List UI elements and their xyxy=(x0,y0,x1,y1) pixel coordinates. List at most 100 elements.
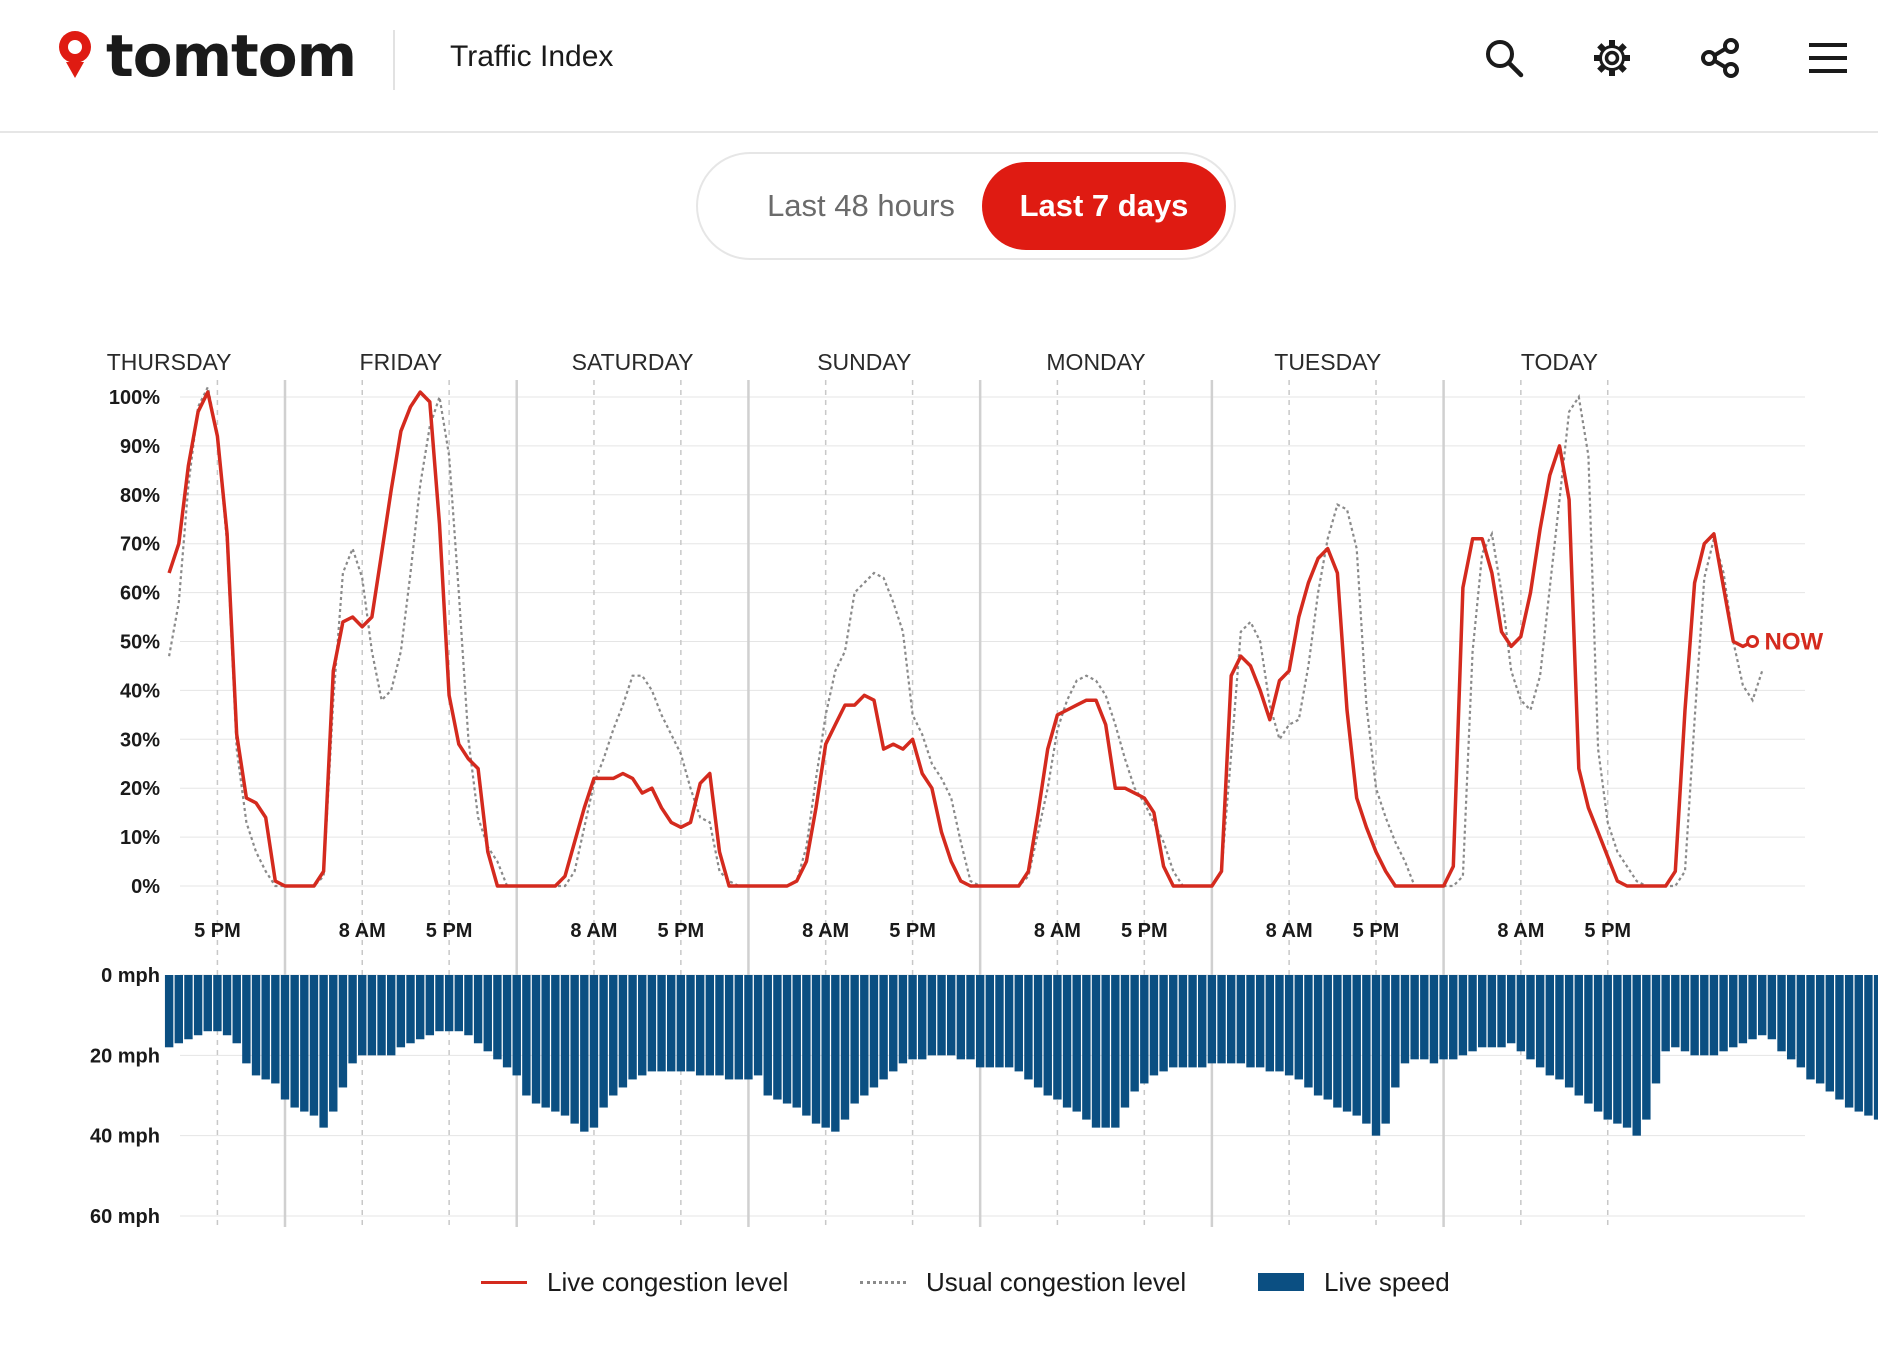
speed-bar xyxy=(512,975,521,1076)
speed-bar xyxy=(174,975,183,1044)
speed-bar xyxy=(396,975,406,1048)
speed-bar xyxy=(551,975,560,1112)
speed-bar xyxy=(1555,975,1564,1080)
x-tick-label: 8 AM xyxy=(570,920,617,942)
speed-bar xyxy=(1458,975,1468,1056)
speed-bar xyxy=(1873,975,1878,1120)
speed-bar xyxy=(348,975,357,1064)
speed-bar xyxy=(609,975,618,1096)
speed-bar xyxy=(203,975,212,1032)
speed-bar xyxy=(1149,975,1159,1076)
x-tick-label: 8 AM xyxy=(1266,920,1313,942)
speed-bar xyxy=(1516,975,1526,1052)
speed-bar xyxy=(1584,975,1593,1104)
live-congestion-line xyxy=(167,390,1754,888)
speed-bar xyxy=(1506,975,1516,1044)
speed-bar xyxy=(1198,975,1207,1068)
speed-bar xyxy=(889,975,898,1072)
speed-bar xyxy=(242,975,251,1064)
speed-bar xyxy=(1352,975,1361,1116)
speed-bar xyxy=(995,975,1004,1068)
speed-bar xyxy=(1159,975,1168,1072)
speed-bar xyxy=(1362,975,1371,1124)
speed-bar xyxy=(473,975,483,1044)
speed-bar xyxy=(1786,975,1796,1060)
last-7-days-button[interactable]: Last 7 days xyxy=(982,162,1226,250)
day-label: TUESDAY xyxy=(1274,349,1381,375)
speed-bar xyxy=(1449,975,1458,1060)
x-tick-label: 5 PM xyxy=(1121,920,1168,942)
speed-bar xyxy=(290,975,299,1108)
speed-bar xyxy=(1487,975,1497,1048)
speed-bar xyxy=(1265,975,1275,1072)
congestion-tick-label: 40% xyxy=(120,680,160,702)
speed-bar xyxy=(782,975,792,1104)
x-tick-label: 5 PM xyxy=(889,920,936,942)
pin-icon xyxy=(59,31,91,78)
share-icon[interactable] xyxy=(1698,36,1742,80)
speed-bar xyxy=(1535,975,1545,1068)
speed-bar xyxy=(618,975,628,1088)
speed-bar xyxy=(946,975,956,1056)
speed-bar xyxy=(667,975,676,1072)
speed-bar xyxy=(1246,975,1255,1068)
speed-bar xyxy=(493,975,502,1060)
speed-bar xyxy=(502,975,512,1068)
speed-bar xyxy=(232,975,241,1044)
speed-bar xyxy=(1593,975,1603,1112)
speed-bar xyxy=(821,975,830,1128)
speed-bar xyxy=(647,975,657,1072)
speed-bar xyxy=(1632,975,1641,1136)
speed-bar xyxy=(358,975,367,1056)
speed-bar xyxy=(193,975,203,1036)
speed-tick-label: 60 mph xyxy=(90,1206,160,1228)
speed-bar xyxy=(1342,975,1352,1112)
speed-bar xyxy=(734,975,743,1080)
speed-bar xyxy=(1284,975,1294,1076)
speed-bar xyxy=(898,975,908,1064)
menu-icon[interactable] xyxy=(1806,36,1850,80)
legend-usual-swatch xyxy=(860,1280,906,1284)
speed-bar xyxy=(763,975,772,1096)
search-icon[interactable] xyxy=(1482,36,1526,80)
speed-bar xyxy=(628,975,637,1080)
speed-bar xyxy=(531,975,541,1104)
speed-bar xyxy=(589,975,599,1128)
speed-bar xyxy=(1825,975,1834,1092)
speed-bar xyxy=(1033,975,1043,1088)
header-divider xyxy=(393,30,395,90)
speed-bar xyxy=(831,975,840,1132)
speed-bar xyxy=(744,975,753,1080)
speed-bar xyxy=(406,975,415,1044)
speed-bar xyxy=(1497,975,1506,1048)
speed-bar xyxy=(1758,975,1767,1036)
speed-bar xyxy=(686,975,695,1072)
x-tick-label: 5 PM xyxy=(1584,920,1631,942)
legend-live-speed: Live speed xyxy=(1258,1262,1450,1302)
speed-bar xyxy=(222,975,232,1036)
now-marker xyxy=(1746,635,1760,648)
speed-bar xyxy=(541,975,550,1108)
speed-bar xyxy=(1651,975,1661,1084)
tomtom-logo[interactable]: tomtom xyxy=(56,26,357,86)
x-tick-label: 5 PM xyxy=(1353,920,1400,942)
speed-bar xyxy=(811,975,821,1124)
speed-tick-label: 0 mph xyxy=(101,965,160,987)
speed-bar xyxy=(1391,975,1400,1088)
gear-icon[interactable] xyxy=(1590,36,1634,80)
day-label: MONDAY xyxy=(1046,349,1145,375)
speed-bar xyxy=(1642,975,1651,1120)
speed-bar xyxy=(918,975,927,1060)
speed-bar xyxy=(415,975,425,1040)
speed-bar xyxy=(454,975,463,1032)
speed-bar xyxy=(444,975,454,1032)
speed-bar xyxy=(724,975,734,1080)
usual-congestion-line xyxy=(168,383,1764,888)
speed-bar xyxy=(1207,975,1217,1064)
last-48-hours-button[interactable]: Last 48 hours xyxy=(767,188,955,223)
speed-bar xyxy=(975,975,985,1068)
speed-bar xyxy=(657,975,666,1072)
speed-bar xyxy=(1545,975,1555,1076)
speed-bar xyxy=(966,975,975,1060)
speed-bar xyxy=(1169,975,1178,1068)
